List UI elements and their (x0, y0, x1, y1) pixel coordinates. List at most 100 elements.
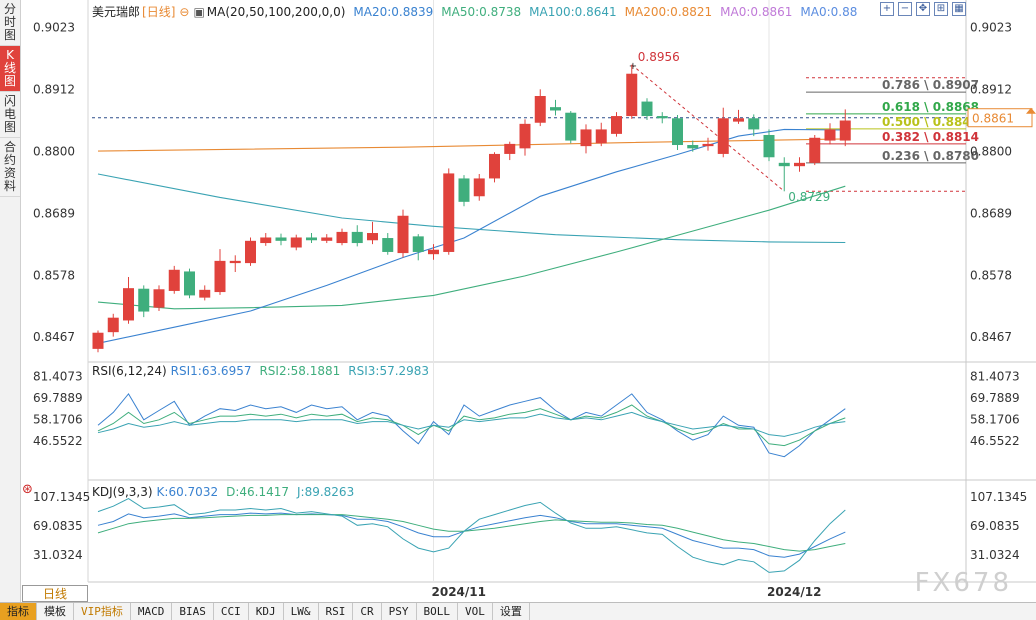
tab-12[interactable]: VOL (458, 603, 493, 620)
right-axis-tick: 0.8578 (970, 268, 1012, 282)
left-axis-tick: 31.0324 (33, 548, 83, 562)
indicator-value: MA0:0.88 (800, 5, 858, 19)
tab-0[interactable]: 指标 (0, 603, 37, 620)
sidebar-item[interactable]: 分时图 (0, 0, 20, 46)
candle-body (214, 260, 226, 293)
tab-3[interactable]: MACD (131, 603, 173, 620)
tab-6[interactable]: KDJ (249, 603, 284, 620)
candle-body (153, 289, 165, 308)
rsi-line-rsi2 (97, 404, 846, 447)
sidebar-char: 电 (3, 107, 16, 121)
candle-body (92, 332, 104, 349)
kdj-line-j (97, 498, 846, 573)
fit-icon[interactable]: ⊞ (934, 2, 948, 16)
grid-icon[interactable]: ▦ (952, 2, 966, 16)
tab-10[interactable]: PSY (382, 603, 417, 620)
candle-body (763, 134, 775, 158)
main-panel-header: 美元瑞郎 [日线] ⊖ ▣ MA(20,50,100,200,0,0) MA20:0.88… (92, 3, 873, 20)
kdj-line-k (97, 512, 846, 558)
period-button[interactable]: 日线 (22, 585, 88, 602)
indicator-value: RSI2:58.1881 (259, 364, 341, 378)
candle-body (290, 237, 302, 248)
sidebar-char: K (6, 48, 14, 62)
fib-level-label: 0.618 \ 0.8868 (882, 100, 979, 114)
right-axis-tick: 0.8467 (970, 330, 1012, 344)
candle-body (550, 107, 561, 111)
sidebar-char: 图 (3, 120, 16, 134)
candle-body (260, 237, 272, 244)
left-axis-tick: 0.9023 (33, 20, 75, 34)
candle-body (534, 96, 546, 123)
candle-body (611, 116, 622, 134)
tab-9[interactable]: CR (353, 603, 382, 620)
right-axis-tick: 46.5522 (970, 434, 1020, 448)
candle-body (565, 112, 577, 141)
tab-2[interactable]: VIP指标 (74, 603, 131, 620)
tab-5[interactable]: CCI (214, 603, 249, 620)
right-axis-tick: 0.8689 (970, 207, 1012, 221)
candle-body (504, 143, 516, 154)
candle-body (321, 237, 333, 241)
tab-1[interactable]: 模板 (37, 603, 74, 620)
left-axis-tick: 46.5522 (33, 434, 83, 448)
tab-13[interactable]: 设置 (493, 603, 530, 620)
candle-body (123, 288, 134, 321)
right-axis-tick: 0.9023 (970, 20, 1012, 34)
sidebar-char: 闪 (3, 94, 16, 108)
right-axis-tick: 58.1706 (970, 412, 1020, 426)
candle-body (778, 162, 790, 167)
rsi-line-rsi1 (97, 393, 846, 458)
ma-line-ma20 (97, 128, 846, 344)
tab-8[interactable]: RSI (319, 603, 354, 620)
candle-body (107, 317, 119, 333)
right-axis-tick: 81.4073 (970, 369, 1020, 383)
candle-body (458, 178, 470, 202)
indicator-value: RSI3:57.2983 (348, 364, 430, 378)
ma-line-ma50 (97, 185, 846, 310)
sidebar-item[interactable]: 闪电图 (0, 92, 20, 138)
candle-body (672, 118, 683, 146)
right-axis-tick: 69.0835 (970, 519, 1020, 533)
candle-body (687, 145, 699, 149)
candle-body (702, 143, 714, 147)
crosshair-icon[interactable]: ⊛ (22, 482, 33, 497)
move-icon[interactable]: ✥ (916, 2, 930, 16)
settings-icon[interactable]: ⊖ (179, 5, 190, 19)
candle-body (306, 237, 317, 241)
candle-body (489, 153, 500, 179)
indicator-value: MA200:0.8821 (624, 5, 713, 19)
price-arrow-icon (1026, 107, 1036, 114)
symbol-name: 美元瑞郎 (92, 5, 141, 19)
indicator-value: MA100:0.8641 (529, 5, 617, 19)
fib-high-label: 0.8956 (638, 50, 680, 64)
candle-body (428, 249, 439, 255)
tab-7[interactable]: LW& (284, 603, 319, 620)
candle-body (794, 162, 805, 167)
zoom-icon[interactable]: + (880, 2, 894, 16)
candle-body (717, 118, 729, 154)
candle-body (519, 123, 531, 149)
tab-4[interactable]: BIAS (172, 603, 214, 620)
right-axis-tick: 31.0324 (970, 548, 1020, 562)
right-axis-tick: 0.8800 (970, 145, 1012, 159)
chart-type-icon[interactable]: ▣ (193, 5, 205, 19)
candle-body (229, 260, 241, 264)
candle-body (443, 173, 455, 252)
candle-body (473, 178, 485, 197)
sidebar-char: 料 (3, 179, 16, 193)
shrink-icon[interactable]: − (898, 2, 912, 16)
sidebar-item[interactable]: 合约资料 (0, 138, 20, 197)
tab-11[interactable]: BOLL (417, 603, 458, 620)
rsi-label: RSI(6,12,24) (92, 364, 167, 378)
current-price-text: 0.8861 (972, 112, 1014, 126)
kdj-panel-header: KDJ(9,3,3) K:60.7032 D:46.1417 J:89.8263 (92, 485, 370, 499)
chart-toolbar: + − ✥ ⊞ ▦ (880, 2, 966, 16)
fib-level-label: 0.382 \ 0.8814 (882, 130, 979, 144)
candle-body (275, 237, 287, 241)
indicator-value: MA50:0.8738 (441, 5, 522, 19)
current-price-tag (967, 108, 1033, 128)
period-tag: [日线] (142, 5, 176, 19)
x-axis-label: 2024/12 (767, 585, 821, 599)
